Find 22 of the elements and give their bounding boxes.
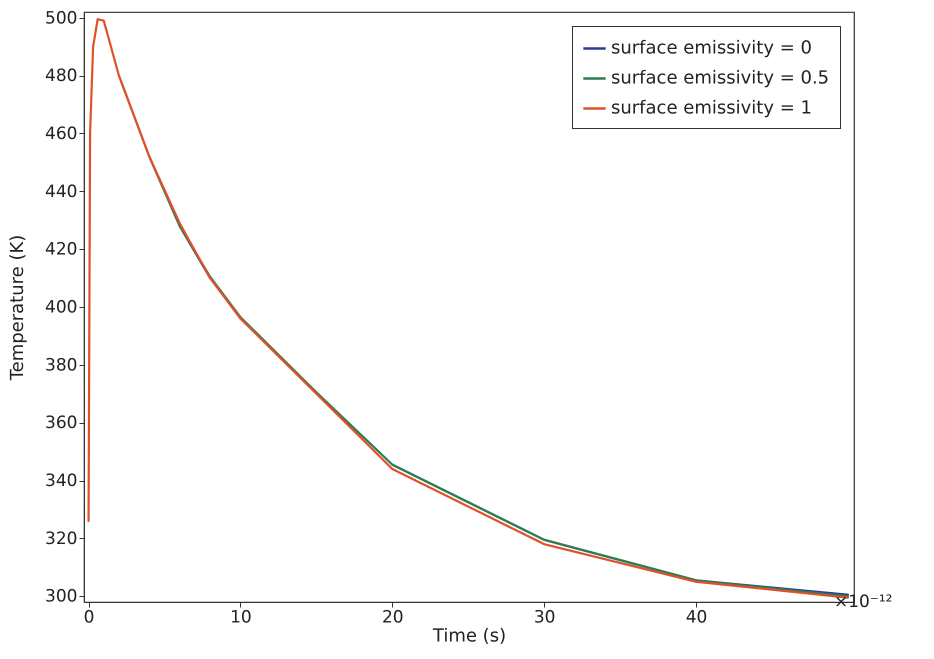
x-tick-label: 40	[686, 608, 708, 628]
y-tick-label: 440	[45, 182, 78, 202]
y-tick-label: 300	[45, 586, 78, 607]
y-tick-label: 480	[45, 66, 78, 86]
legend-label: surface emissivity = 0	[611, 38, 812, 58]
x-tick-label: 10	[230, 608, 252, 628]
y-tick-label: 460	[45, 124, 78, 144]
y-tick-label: 340	[45, 471, 78, 492]
x-tick-label: 20	[382, 608, 404, 628]
y-tick-label: 360	[45, 413, 78, 434]
x-tick-label: 30	[534, 608, 556, 628]
y-tick-label: 380	[45, 355, 78, 376]
annotation: ×10⁻¹²	[834, 592, 892, 612]
y-tick-label: 500	[45, 8, 78, 28]
y-tick-label: 400	[45, 298, 78, 318]
x-axis-title: Time (s)	[432, 626, 506, 646]
x-tick-label: 0	[84, 608, 94, 628]
y-tick-label: 420	[45, 240, 78, 260]
legend-label: surface emissivity = 1	[611, 98, 812, 118]
y-tick-label: 320	[45, 528, 78, 549]
legend-label: surface emissivity = 0.5	[611, 68, 830, 88]
y-axis-title: Temperature (K)	[7, 234, 28, 382]
